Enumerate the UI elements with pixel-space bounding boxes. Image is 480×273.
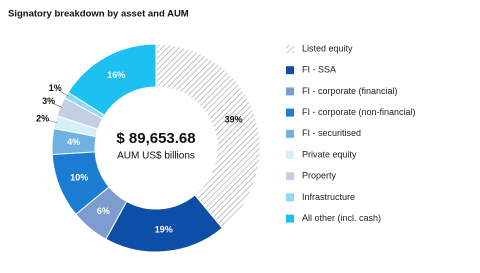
center-label: $ 89,653.68 [116,130,195,147]
legend-label: Infrastructure [302,192,355,202]
center-sublabel: AUM US$ billions [117,151,195,162]
data-label: 39% [225,114,243,124]
data-label: 10% [70,173,88,183]
data-label: 4% [67,137,80,147]
legend-swatch [286,214,294,223]
legend-swatch [286,108,294,117]
leader-line [60,91,69,97]
legend-swatch [286,193,294,202]
data-label: 6% [97,206,110,216]
legend-label: FI - corporate (non-financial) [302,107,416,117]
leader-line [54,103,63,108]
legend-label: Private equity [302,149,357,159]
chart-title: Signatory breakdown by asset and AUM [8,9,189,20]
legend-swatch [286,172,294,181]
data-label: 2% [36,113,49,123]
legend-label: Listed equity [302,43,353,53]
donut-segment [67,43,157,117]
data-label: 3% [42,96,55,106]
legend-label: Property [302,171,337,181]
legend-label: FI - securitised [302,128,361,138]
data-label: 1% [49,83,62,93]
donut-segment [155,43,261,229]
legend-label: FI - SSA [302,65,336,75]
legend-swatch [286,45,294,53]
legend-swatch [286,87,294,96]
legend-label: All other (incl. cash) [302,213,381,223]
legend-label: FI - corporate (financial) [302,86,398,96]
legend-swatch [286,66,294,75]
data-label: 16% [107,70,125,80]
legend-swatch [286,151,294,159]
leader-line [48,120,58,123]
data-label: 19% [155,225,173,235]
legend-swatch [286,129,294,138]
